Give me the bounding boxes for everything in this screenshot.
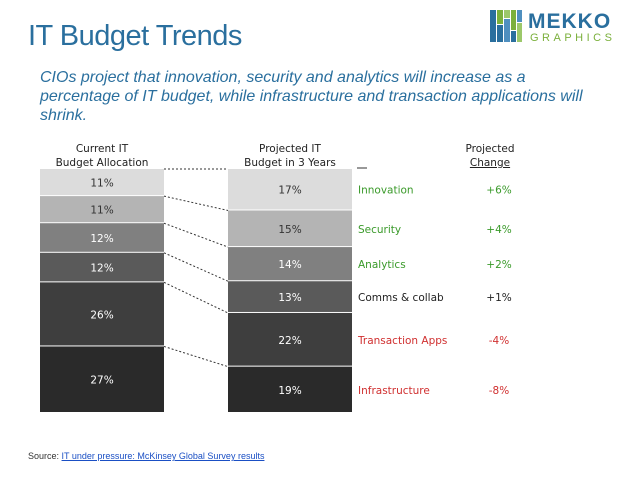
- projected-bar: 17% 15% 14% 13% 22% 19%: [228, 169, 352, 412]
- logo-subtext: GRAPHICS: [530, 32, 616, 44]
- change-value: +4%: [486, 224, 511, 236]
- category-label: Innovation: [358, 185, 414, 197]
- projected-segment: [228, 247, 352, 281]
- category-labels: Innovation Security Analytics Comms & colla…: [357, 185, 447, 397]
- current-segment: [40, 223, 164, 252]
- projected-segment-label: 15%: [278, 224, 301, 236]
- current-segment: [40, 169, 164, 196]
- source-link[interactable]: IT under pressure: McKinsey Global Surve…: [61, 451, 265, 461]
- category-label: Analytics: [358, 259, 406, 271]
- change-value: -4%: [489, 335, 509, 347]
- connector-line: [163, 252, 229, 282]
- projected-segment: [228, 366, 352, 412]
- mekko-logo: MEKKO GRAPHICS: [490, 10, 630, 46]
- projected-header-line2: Budget in 3 Years: [244, 157, 336, 169]
- change-value: +6%: [486, 185, 511, 197]
- change-value: +1%: [486, 292, 511, 304]
- current-segment-label: 12%: [90, 263, 113, 275]
- category-label: Infrastructure: [358, 385, 430, 397]
- source-prefix: Source:: [28, 451, 62, 461]
- current-segment-label: 11%: [90, 178, 113, 190]
- current-segment-label: 12%: [90, 233, 113, 245]
- projected-segment: [228, 312, 352, 366]
- category-label: Security: [358, 224, 401, 236]
- category-label: Comms & collab: [358, 292, 444, 304]
- page-title: IT Budget Trends: [28, 20, 242, 52]
- change-header-line1: Projected: [465, 143, 515, 155]
- projected-budget-header: Projected IT Budget in 3 Years: [228, 142, 352, 170]
- connector-lines: [163, 168, 229, 368]
- current-segment-label: 26%: [90, 309, 113, 321]
- page-subtitle: CIOs project that innovation, security a…: [40, 69, 583, 124]
- projected-segment-label: 19%: [278, 385, 301, 397]
- current-budget-header: Current IT Budget Allocation: [40, 142, 164, 170]
- projected-segment: [228, 210, 352, 247]
- current-segment: [40, 346, 164, 412]
- projected-segment: [228, 281, 352, 312]
- projected-segment: [228, 169, 352, 210]
- current-bar: 11% 11% 12% 12% 26% 27%: [40, 169, 164, 412]
- connector-line: [163, 222, 229, 248]
- projected-segment-label: 13%: [278, 292, 301, 304]
- projected-change-header: Projected Change: [450, 142, 530, 170]
- change-value: -8%: [489, 385, 509, 397]
- source-note: Source: IT under pressure: McKinsey Glob…: [28, 451, 264, 461]
- change-header-line2: Change: [469, 157, 511, 169]
- change-labels: +6% +4% +2% +1% -4% -8%: [486, 185, 511, 397]
- connector-line: [163, 345, 229, 368]
- current-header-line2: Budget Allocation: [55, 157, 149, 169]
- logo-wordmark: MEKKO: [528, 10, 612, 33]
- connector-line: [163, 281, 229, 314]
- current-segment: [40, 196, 164, 223]
- projected-segment-label: 22%: [278, 335, 301, 347]
- current-segment: [40, 252, 164, 282]
- projected-segment-label: 17%: [278, 185, 301, 197]
- current-header-line1: Current IT: [75, 143, 129, 155]
- change-value: +2%: [486, 259, 511, 271]
- projected-header-line1: Projected IT: [259, 143, 321, 155]
- current-segment: [40, 282, 164, 346]
- mekko-logo-icon: [490, 10, 522, 42]
- current-segment-label: 27%: [90, 375, 113, 387]
- category-label: Transaction Apps: [357, 335, 447, 347]
- projected-segment-label: 14%: [278, 259, 301, 271]
- connector-line: [163, 195, 229, 211]
- current-segment-label: 11%: [90, 205, 113, 217]
